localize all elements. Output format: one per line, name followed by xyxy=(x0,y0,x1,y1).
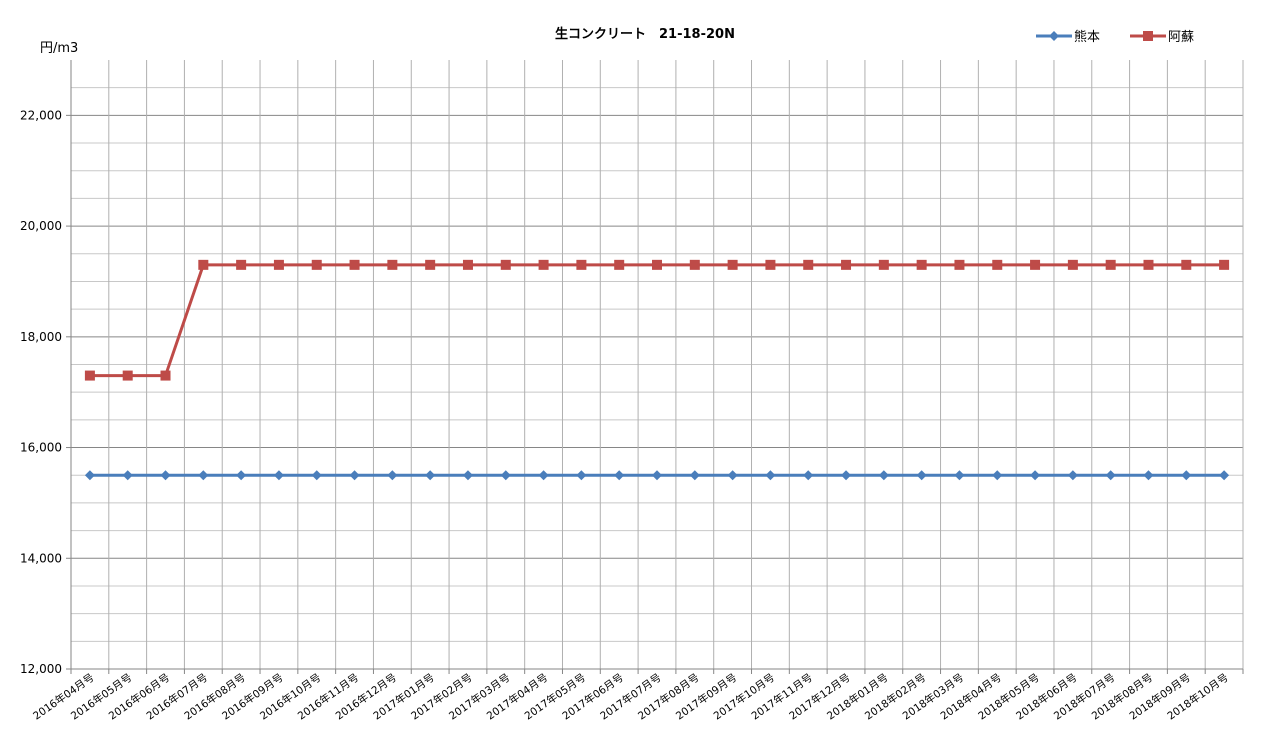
legend-marker xyxy=(1143,31,1153,41)
axes xyxy=(66,60,1244,674)
data-point xyxy=(311,470,322,481)
legend-marker xyxy=(1049,31,1059,41)
data-point xyxy=(841,470,852,481)
data-point xyxy=(576,259,587,270)
data-point xyxy=(122,470,133,481)
data-point xyxy=(198,470,209,481)
data-point xyxy=(500,259,511,270)
chart-title: 生コンクリート 21-18-20N xyxy=(555,26,735,42)
data-point xyxy=(84,370,95,381)
data-point xyxy=(1067,259,1078,270)
data-point xyxy=(160,370,171,381)
data-point xyxy=(273,259,284,270)
data-point xyxy=(538,259,549,270)
data-point xyxy=(387,259,398,270)
y-axis-unit-label: 円/m3 xyxy=(40,41,78,56)
data-point xyxy=(1219,259,1230,270)
data-point xyxy=(462,470,473,481)
data-point xyxy=(765,259,776,270)
data-point xyxy=(425,259,436,270)
data-point xyxy=(236,470,247,481)
data-point xyxy=(765,470,776,481)
series-1 xyxy=(84,470,1230,481)
data-point xyxy=(614,470,625,481)
data-point xyxy=(841,259,852,270)
data-point xyxy=(916,470,927,481)
data-point xyxy=(878,259,889,270)
data-point xyxy=(1105,259,1116,270)
data-point xyxy=(500,470,511,481)
y-tick-label: 12,000 xyxy=(20,662,62,676)
data-point xyxy=(387,470,398,481)
data-point xyxy=(1143,470,1154,481)
data-point xyxy=(803,259,814,270)
data-point xyxy=(689,259,700,270)
data-point xyxy=(954,259,965,270)
data-point xyxy=(614,259,625,270)
legend-label: 阿蘇 xyxy=(1168,30,1194,45)
y-tick-label: 16,000 xyxy=(20,441,62,455)
data-point xyxy=(954,470,965,481)
legend: 熊本 阿蘇 xyxy=(1036,29,1194,45)
legend-item-2: 阿蘇 xyxy=(1130,30,1194,45)
series xyxy=(84,259,1230,481)
data-point xyxy=(992,470,1003,481)
data-point xyxy=(273,470,284,481)
data-point xyxy=(689,470,700,481)
series-2 xyxy=(84,259,1230,381)
y-tick-label: 20,000 xyxy=(20,219,62,233)
data-point xyxy=(1143,259,1154,270)
data-point xyxy=(803,470,814,481)
y-tick-label: 14,000 xyxy=(20,551,62,565)
data-point xyxy=(1030,259,1041,270)
data-point xyxy=(1219,470,1230,481)
data-point xyxy=(1181,470,1192,481)
data-point xyxy=(236,259,247,270)
data-point xyxy=(1181,259,1192,270)
data-point xyxy=(727,259,738,270)
data-point xyxy=(198,259,209,270)
data-point xyxy=(727,470,738,481)
data-point xyxy=(1030,470,1041,481)
data-point xyxy=(576,470,587,481)
data-point xyxy=(652,470,662,481)
data-point xyxy=(878,470,889,481)
data-point xyxy=(349,470,360,481)
data-point xyxy=(992,259,1003,270)
data-point xyxy=(538,470,549,481)
data-point xyxy=(311,259,322,270)
y-tick-label: 22,000 xyxy=(20,108,62,122)
data-point xyxy=(1067,470,1078,481)
data-point xyxy=(916,259,927,270)
legend-item-1: 熊本 xyxy=(1036,29,1100,45)
legend-label: 熊本 xyxy=(1074,29,1100,45)
data-point xyxy=(160,470,171,481)
y-tick-label: 18,000 xyxy=(20,330,62,344)
data-point xyxy=(425,470,436,481)
data-point xyxy=(122,370,133,381)
data-point xyxy=(84,470,95,481)
data-point xyxy=(349,259,360,270)
data-point xyxy=(652,259,662,270)
data-point xyxy=(1105,470,1116,481)
data-point xyxy=(462,259,473,270)
